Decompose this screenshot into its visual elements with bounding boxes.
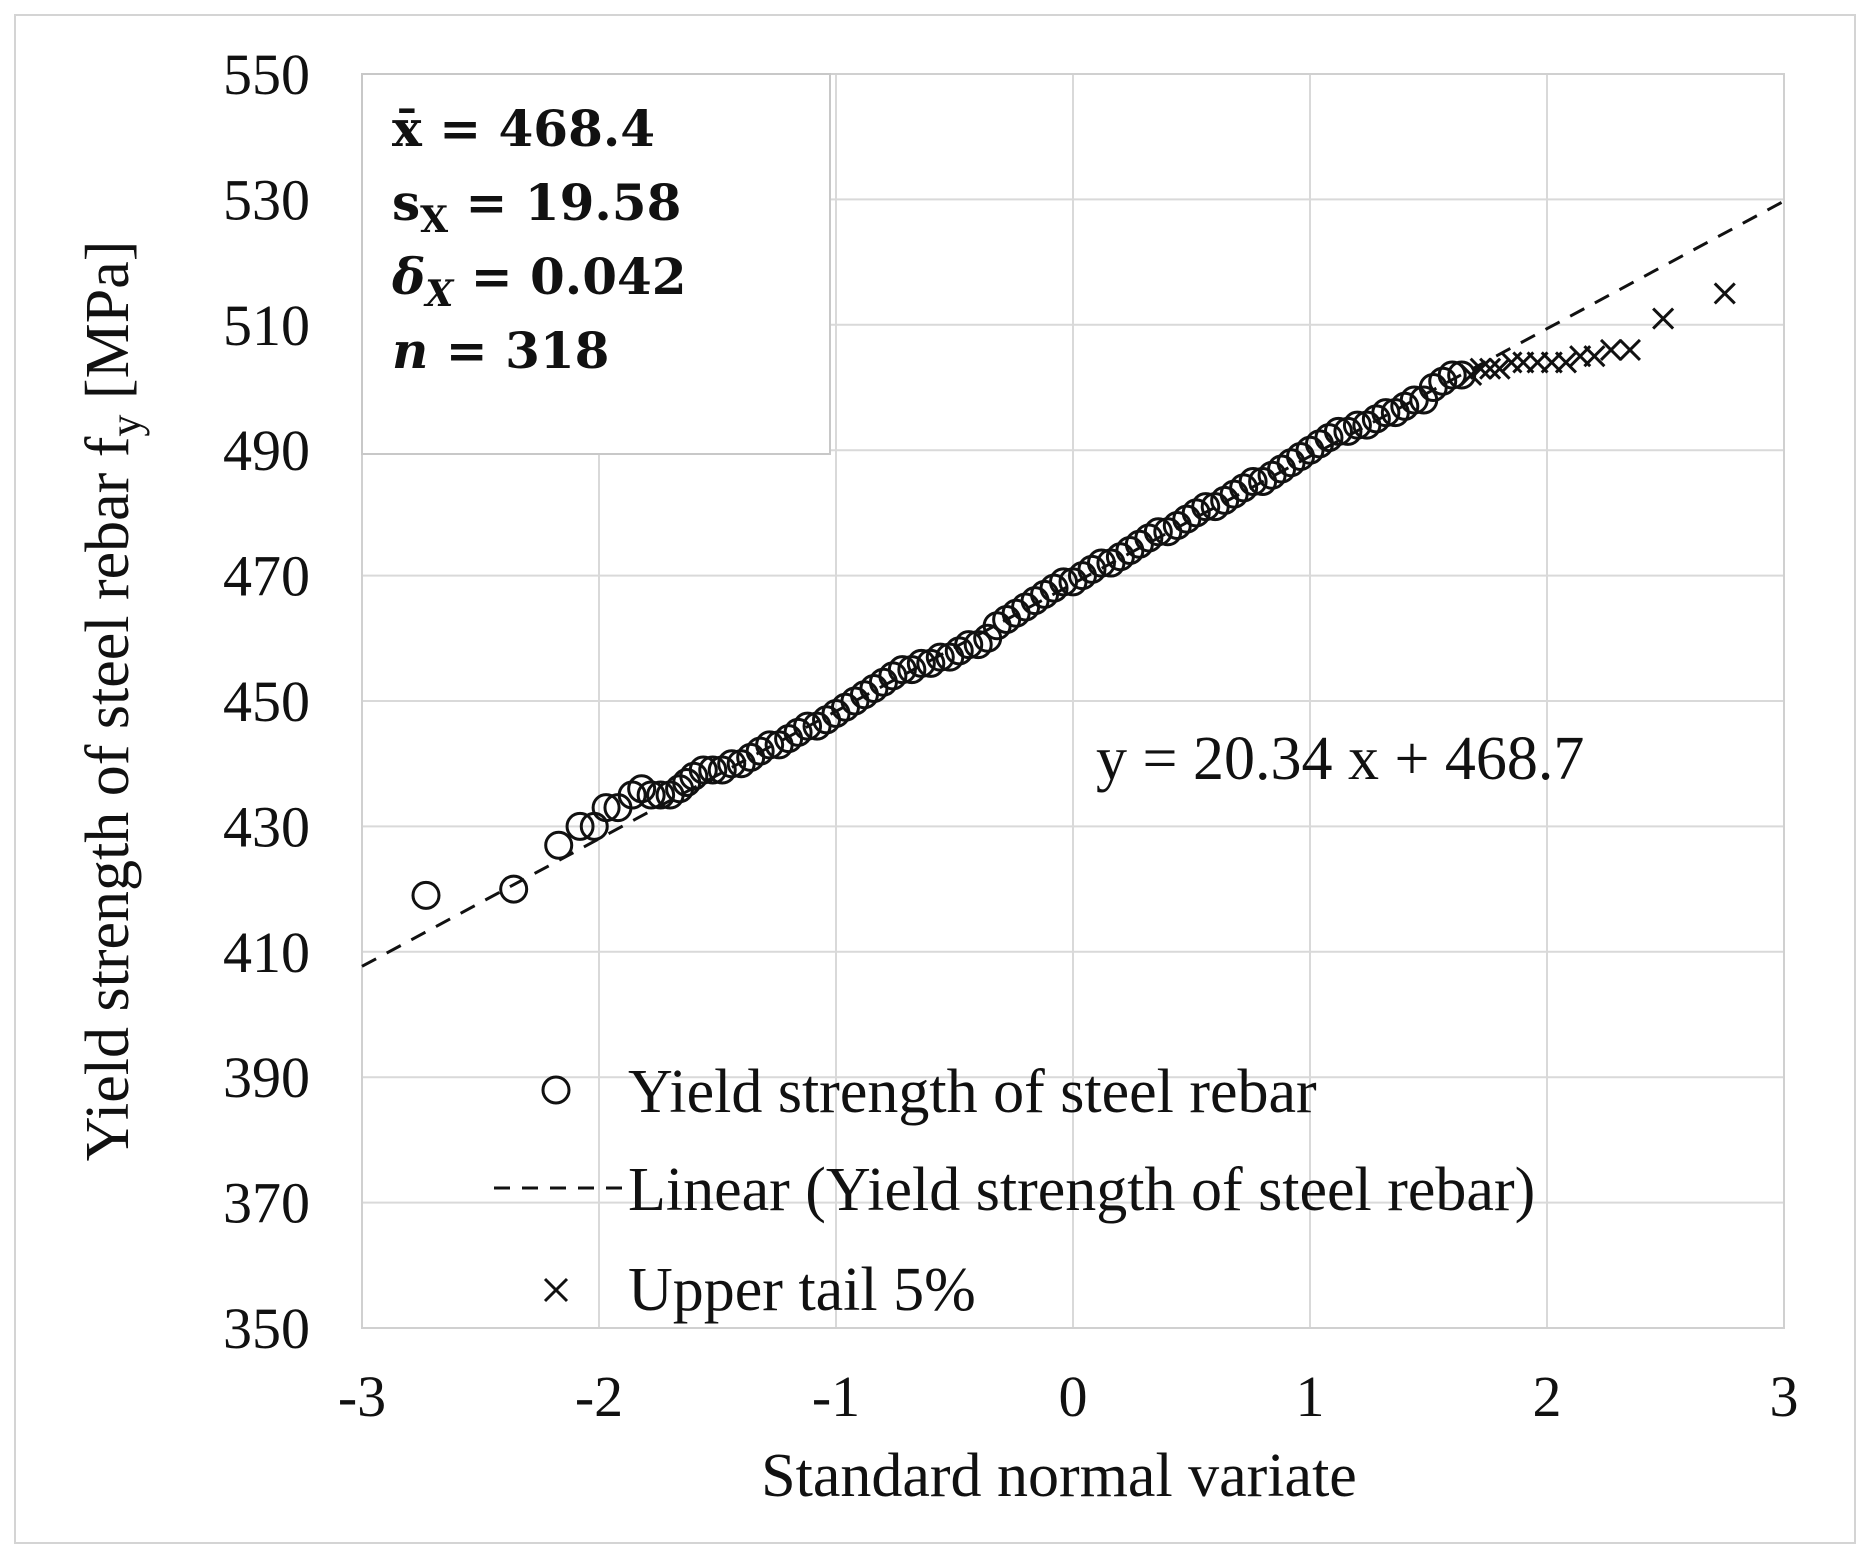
- data-point-observed: [859, 673, 889, 703]
- data-point-observed: [688, 755, 718, 785]
- y-tick-label: 350: [223, 1296, 310, 1361]
- data-point-observed: [1115, 536, 1145, 566]
- y-tick-label: 550: [223, 42, 310, 107]
- data-point-observed: [887, 655, 917, 685]
- data-point-observed: [1086, 548, 1116, 578]
- y-tick-label: 470: [223, 544, 310, 609]
- data-point-observed: [591, 793, 621, 823]
- data-point-observed: [1238, 467, 1268, 497]
- data-point-observed: [499, 874, 529, 904]
- data-point-observed: [646, 780, 676, 810]
- data-point-observed: [954, 630, 984, 660]
- x-tick-label: 0: [1059, 1364, 1088, 1429]
- y-tick-label: 490: [223, 418, 310, 483]
- data-point-upper-tail: [1469, 357, 1492, 380]
- trendline-equation: y = 20.34 x + 468.7: [1096, 725, 1584, 793]
- data-point-observed: [544, 830, 574, 860]
- legend-x-marker: [543, 1277, 569, 1303]
- x-tick-label: 2: [1533, 1364, 1562, 1429]
- data-point-upper-tail: [1618, 338, 1642, 361]
- data-point-observed: [793, 711, 823, 741]
- data-point-upper-tail: [1652, 307, 1675, 330]
- stats-n: n = 318: [392, 321, 609, 380]
- data-point-observed: [906, 648, 936, 678]
- data-point-upper-tail: [1554, 351, 1578, 374]
- stats-box-border: [361, 73, 831, 455]
- data-point-observed: [1437, 360, 1467, 390]
- data-point-observed: [565, 811, 595, 841]
- stats-box: x̄ = 468.4 sX = 19.58 δX = 0.042 n = 318: [361, 73, 831, 455]
- x-tick-label: -2: [575, 1364, 623, 1429]
- y-tick-label: 450: [223, 669, 310, 734]
- y-tick-label: 390: [223, 1045, 310, 1110]
- y-tick-labels: 350 370 390 410 430 450 470 490 510 530 550: [223, 42, 310, 1361]
- data-point-observed: [411, 880, 441, 910]
- data-point-observed: [755, 730, 785, 760]
- data-point-upper-tail: [1479, 357, 1502, 380]
- data-point-observed: [1124, 529, 1154, 559]
- data-point-upper-tail: [1599, 338, 1623, 361]
- chart-svg: -3 -2 -1 0 1 2 3 350 370 390 410 430 450 470 490 510 53…: [74, 42, 1799, 1510]
- data-point-upper-tail: [1713, 282, 1736, 305]
- x-axis-title: Standard normal variate: [761, 1442, 1357, 1510]
- y-tick-label: 530: [223, 167, 310, 232]
- data-point-observed: [1191, 492, 1221, 522]
- data-point-observed: [698, 755, 728, 785]
- data-point-observed: [925, 642, 955, 672]
- y-tick-label: 510: [223, 293, 310, 358]
- data-point-observed: [1342, 410, 1372, 440]
- x-tick-labels: -3 -2 -1 0 1 2 3: [338, 1364, 1799, 1429]
- legend-label-linear: Linear (Yield strength of steel rebar): [628, 1156, 1535, 1224]
- data-point-observed: [1011, 592, 1041, 622]
- y-tick-label: 410: [223, 920, 310, 985]
- data-point-observed: [1267, 454, 1297, 484]
- figure-frame: -3 -2 -1 0 1 2 3 350 370 390 410 430 450 470 490 510 53…: [14, 14, 1856, 1544]
- data-point-upper-tail: [1583, 345, 1606, 368]
- trendline: [361, 199, 1785, 968]
- data-point-observed: [1371, 398, 1401, 428]
- data-point-observed: [1049, 567, 1079, 597]
- x-tick-label: 1: [1296, 1364, 1325, 1429]
- legend-circle-marker: [541, 1075, 571, 1105]
- y-tick-label: 430: [223, 794, 310, 859]
- legend-label-observed: Yield strength of steel rebar: [628, 1058, 1317, 1126]
- plot-area-border: [361, 73, 1785, 1329]
- data-point-observed: [1323, 416, 1353, 446]
- data-points-layer: [411, 282, 1736, 910]
- x-tick-label: -3: [338, 1364, 386, 1429]
- x-tick-label: 3: [1770, 1364, 1799, 1429]
- data-point-observed: [717, 749, 747, 779]
- data-point-observed: [636, 780, 666, 810]
- data-point-observed: [1143, 517, 1173, 547]
- data-point-observed: [1219, 479, 1249, 509]
- stats-mean: x̄ = 468.4: [392, 99, 655, 158]
- y-tick-label: 370: [223, 1171, 310, 1236]
- data-point-observed: [1020, 586, 1050, 616]
- legend-label-upper-tail: Upper tail 5%: [628, 1256, 976, 1324]
- y-axis-title: Yield strength of steel rebar fy [MPa]: [74, 241, 150, 1162]
- data-point-observed: [1172, 504, 1202, 534]
- x-tick-label: -1: [812, 1364, 860, 1429]
- data-point-upper-tail: [1460, 363, 1483, 387]
- stats-sd: sX = 19.58: [392, 173, 681, 241]
- legend: Yield strength of steel rebar Linear (Yi…: [494, 1058, 1535, 1324]
- data-point-upper-tail: [1488, 357, 1511, 380]
- trendline-layer: [361, 199, 1785, 968]
- stats-cov: δX = 0.042: [391, 247, 687, 315]
